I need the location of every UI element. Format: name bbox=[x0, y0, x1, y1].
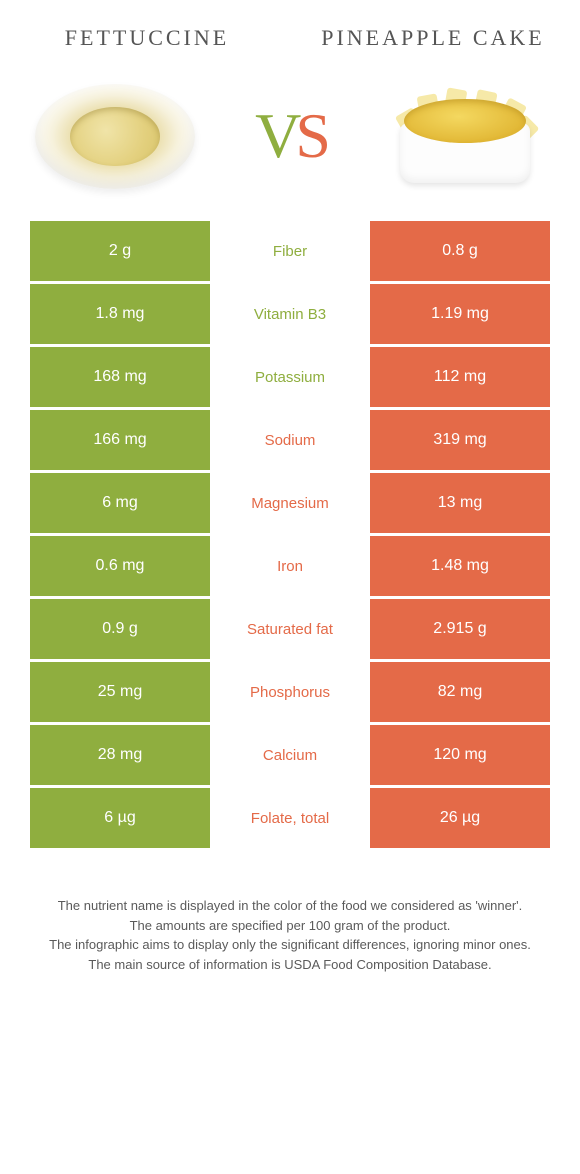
left-value: 28 mg bbox=[30, 725, 210, 785]
table-row: 168 mgPotassium112 mg bbox=[30, 347, 550, 407]
nutrient-table: 2 gFiber0.8 g1.8 mgVitamin B31.19 mg168 … bbox=[30, 221, 550, 848]
left-food-title: FETTUCCINE bbox=[30, 25, 264, 51]
left-value: 1.8 mg bbox=[30, 284, 210, 344]
right-value: 0.8 g bbox=[370, 221, 550, 281]
table-row: 0.9 gSaturated fat2.915 g bbox=[30, 599, 550, 659]
left-value: 0.9 g bbox=[30, 599, 210, 659]
pineapple-cake-image bbox=[380, 76, 550, 196]
vs-label: VS bbox=[255, 99, 325, 173]
left-value: 2 g bbox=[30, 221, 210, 281]
nutrient-label: Phosphorus bbox=[210, 662, 370, 722]
footer-notes: The nutrient name is displayed in the co… bbox=[0, 851, 580, 974]
hero-row: VS bbox=[0, 61, 580, 221]
table-row: 6 mgMagnesium13 mg bbox=[30, 473, 550, 533]
nutrient-label: Folate, total bbox=[210, 788, 370, 848]
nutrient-label: Potassium bbox=[210, 347, 370, 407]
table-row: 1.8 mgVitamin B31.19 mg bbox=[30, 284, 550, 344]
table-row: 166 mgSodium319 mg bbox=[30, 410, 550, 470]
nutrient-label: Sodium bbox=[210, 410, 370, 470]
right-value: 112 mg bbox=[370, 347, 550, 407]
footer-line: The nutrient name is displayed in the co… bbox=[30, 896, 550, 916]
cake-icon bbox=[390, 81, 540, 191]
right-food-title: PINEAPPLE CAKE bbox=[316, 25, 550, 51]
header: FETTUCCINE PINEAPPLE CAKE bbox=[0, 0, 580, 61]
pasta-plate-icon bbox=[35, 84, 195, 189]
right-value: 13 mg bbox=[370, 473, 550, 533]
vs-s: S bbox=[295, 100, 325, 171]
footer-line: The amounts are specified per 100 gram o… bbox=[30, 916, 550, 936]
right-value: 120 mg bbox=[370, 725, 550, 785]
nutrient-label: Saturated fat bbox=[210, 599, 370, 659]
nutrient-label: Iron bbox=[210, 536, 370, 596]
left-value: 6 mg bbox=[30, 473, 210, 533]
footer-line: The main source of information is USDA F… bbox=[30, 955, 550, 975]
table-row: 28 mgCalcium120 mg bbox=[30, 725, 550, 785]
right-value: 1.19 mg bbox=[370, 284, 550, 344]
nutrient-label: Calcium bbox=[210, 725, 370, 785]
nutrient-label: Magnesium bbox=[210, 473, 370, 533]
left-value: 0.6 mg bbox=[30, 536, 210, 596]
footer-line: The infographic aims to display only the… bbox=[30, 935, 550, 955]
right-value: 26 µg bbox=[370, 788, 550, 848]
left-value: 168 mg bbox=[30, 347, 210, 407]
table-row: 25 mgPhosphorus82 mg bbox=[30, 662, 550, 722]
nutrient-label: Fiber bbox=[210, 221, 370, 281]
table-row: 0.6 mgIron1.48 mg bbox=[30, 536, 550, 596]
right-value: 82 mg bbox=[370, 662, 550, 722]
left-value: 166 mg bbox=[30, 410, 210, 470]
left-value: 6 µg bbox=[30, 788, 210, 848]
nutrient-label: Vitamin B3 bbox=[210, 284, 370, 344]
left-value: 25 mg bbox=[30, 662, 210, 722]
table-row: 6 µgFolate, total26 µg bbox=[30, 788, 550, 848]
right-value: 2.915 g bbox=[370, 599, 550, 659]
table-row: 2 gFiber0.8 g bbox=[30, 221, 550, 281]
vs-v: V bbox=[255, 100, 295, 171]
fettuccine-image bbox=[30, 76, 200, 196]
right-value: 1.48 mg bbox=[370, 536, 550, 596]
right-value: 319 mg bbox=[370, 410, 550, 470]
